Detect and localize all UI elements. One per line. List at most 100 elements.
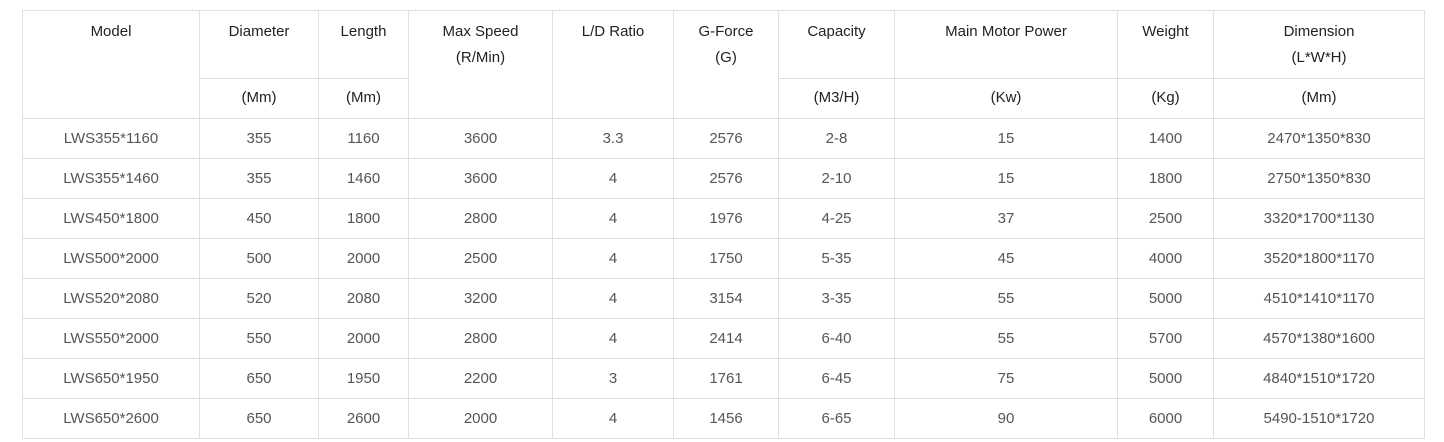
cell-ld-ratio: 3 — [552, 358, 674, 399]
cell-length: 2000 — [318, 238, 409, 279]
cell-dimension: 4840*1510*1720 — [1213, 358, 1425, 399]
cell-g-force: 2576 — [673, 118, 779, 159]
cell-diameter: 650 — [199, 358, 319, 399]
cell-max-speed: 2800 — [408, 318, 553, 359]
cell-ld-ratio: 4 — [552, 158, 674, 199]
cell-g-force: 2576 — [673, 158, 779, 199]
cell-model: LWS355*1460 — [22, 158, 200, 199]
header-label: Dimension — [1283, 23, 1355, 40]
header-label: Max Speed — [442, 23, 519, 40]
cell-max-speed: 3200 — [408, 278, 553, 319]
cell-g-force: 3154 — [673, 278, 779, 319]
cell-diameter: 650 — [199, 398, 319, 439]
unit-cell-weight: (Kg) — [1117, 78, 1214, 119]
cell-model: LWS650*2600 — [22, 398, 200, 439]
cell-dimension: 4570*1380*1600 — [1213, 318, 1425, 359]
header-label: Diameter — [228, 23, 290, 40]
cell-model: LWS355*1160 — [22, 118, 200, 159]
cell-diameter: 550 — [199, 318, 319, 359]
cell-ld-ratio: 4 — [552, 198, 674, 239]
header-label: Weight — [1142, 23, 1189, 40]
cell-model: LWS650*1950 — [22, 358, 200, 399]
cell-weight: 4000 — [1117, 238, 1214, 279]
cell-max-speed: 2000 — [408, 398, 553, 439]
header-unit-row: (Mm) (Mm) (M3/H) (Kw) (Kg) (Mm) — [23, 78, 1425, 119]
cell-length: 1460 — [318, 158, 409, 199]
cell-dimension: 3520*1800*1170 — [1213, 238, 1425, 279]
header-label: Model — [90, 23, 132, 40]
cell-weight: 2500 — [1117, 198, 1214, 239]
header-label: Length — [340, 23, 387, 40]
cell-capacity: 5-35 — [778, 238, 895, 279]
unit-cell-main-motor-power: (Kw) — [894, 78, 1118, 119]
header-cell-dimension: Dimension (L*W*H) — [1213, 10, 1425, 79]
cell-main-motor-power: 55 — [894, 278, 1118, 319]
cell-capacity: 2-10 — [778, 158, 895, 199]
cell-capacity: 3-35 — [778, 278, 895, 319]
cell-max-speed: 2800 — [408, 198, 553, 239]
cell-main-motor-power: 15 — [894, 158, 1118, 199]
cell-max-speed: 3600 — [408, 118, 553, 159]
table-row: LWS520*2080 520 2080 3200 4 3154 3-35 55 5000 451… — [22, 278, 1425, 319]
unit-cell-capacity: (M3/H) — [778, 78, 895, 119]
cell-weight: 5000 — [1117, 278, 1214, 319]
unit-cell-diameter: (Mm) — [199, 78, 319, 119]
cell-diameter: 355 — [199, 118, 319, 159]
cell-main-motor-power: 75 — [894, 358, 1118, 399]
unit-cell-dimension: (Mm) — [1213, 78, 1425, 119]
header-cell-main-motor-power: Main Motor Power — [894, 10, 1118, 79]
cell-model: LWS500*2000 — [22, 238, 200, 279]
spec-table: Model Diameter Length Max Speed (R/Min) … — [22, 10, 1425, 439]
table-row: LWS500*2000 500 2000 2500 4 1750 5-35 45 4000 352… — [22, 238, 1425, 279]
table-row: LWS650*2600 650 2600 2000 4 1456 6-65 90 6000 549… — [22, 398, 1425, 439]
header-cell-g-force: G-Force (G) — [673, 10, 779, 119]
cell-main-motor-power: 55 — [894, 318, 1118, 359]
cell-capacity: 6-65 — [778, 398, 895, 439]
header-label: G-Force — [698, 23, 754, 40]
cell-length: 2000 — [318, 318, 409, 359]
header-label: Capacity — [807, 23, 866, 40]
unit-cell-length: (Mm) — [318, 78, 409, 119]
cell-capacity: 4-25 — [778, 198, 895, 239]
cell-g-force: 1750 — [673, 238, 779, 279]
table-header: Model Diameter Length Max Speed (R/Min) … — [22, 10, 1425, 119]
table-row: LWS355*1160 355 1160 3600 3.3 2576 2-8 15 1400 24… — [22, 118, 1425, 159]
table-row: LWS650*1950 650 1950 2200 3 1761 6-45 75 5000 484… — [22, 358, 1425, 399]
cell-capacity: 6-45 — [778, 358, 895, 399]
header-label: Main Motor Power — [945, 23, 1067, 40]
cell-diameter: 500 — [199, 238, 319, 279]
cell-main-motor-power: 45 — [894, 238, 1118, 279]
cell-model: LWS450*1800 — [22, 198, 200, 239]
cell-capacity: 2-8 — [778, 118, 895, 159]
cell-g-force: 1761 — [673, 358, 779, 399]
cell-g-force: 1976 — [673, 198, 779, 239]
cell-length: 1950 — [318, 358, 409, 399]
cell-dimension: 2750*1350*830 — [1213, 158, 1425, 199]
cell-ld-ratio: 4 — [552, 318, 674, 359]
header-cell-max-speed: Max Speed (R/Min) — [408, 10, 553, 119]
header-cell-length: Length — [318, 10, 409, 79]
cell-main-motor-power: 15 — [894, 118, 1118, 159]
cell-ld-ratio: 4 — [552, 278, 674, 319]
cell-ld-ratio: 3.3 — [552, 118, 674, 159]
header-sub-label: (G) — [715, 49, 737, 66]
cell-weight: 6000 — [1117, 398, 1214, 439]
cell-capacity: 6-40 — [778, 318, 895, 359]
cell-dimension: 4510*1410*1170 — [1213, 278, 1425, 319]
cell-length: 2600 — [318, 398, 409, 439]
header-cell-weight: Weight — [1117, 10, 1214, 79]
cell-dimension: 5490-1510*1720 — [1213, 398, 1425, 439]
cell-g-force: 2414 — [673, 318, 779, 359]
cell-diameter: 450 — [199, 198, 319, 239]
cell-weight: 5700 — [1117, 318, 1214, 359]
table-row: LWS550*2000 550 2000 2800 4 2414 6-40 55 5700 457… — [22, 318, 1425, 359]
header-label-row: Model Diameter Length Max Speed (R/Min) … — [22, 10, 1425, 119]
cell-ld-ratio: 4 — [552, 238, 674, 279]
cell-ld-ratio: 4 — [552, 398, 674, 439]
cell-dimension: 2470*1350*830 — [1213, 118, 1425, 159]
table-row: LWS450*1800 450 1800 2800 4 1976 4-25 37 2500 332… — [22, 198, 1425, 239]
table-row: LWS355*1460 355 1460 3600 4 2576 2-10 15 1800 275… — [22, 158, 1425, 199]
cell-main-motor-power: 37 — [894, 198, 1118, 239]
cell-max-speed: 2500 — [408, 238, 553, 279]
